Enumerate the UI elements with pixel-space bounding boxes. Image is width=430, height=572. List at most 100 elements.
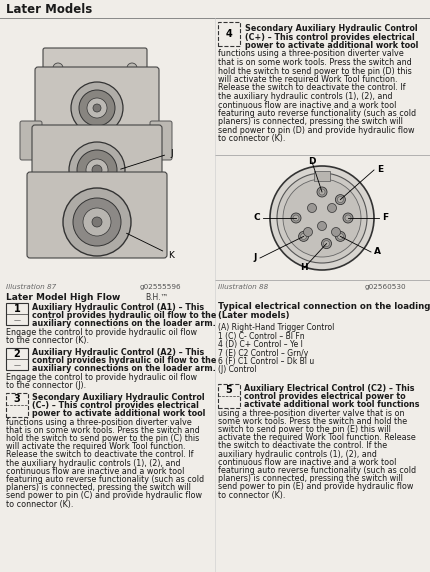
Circle shape — [77, 150, 117, 190]
Circle shape — [303, 228, 312, 236]
Text: Engage the control to provide hydraulic oil flow: Engage the control to provide hydraulic … — [6, 372, 197, 382]
FancyBboxPatch shape — [32, 125, 162, 203]
Text: featuring auto reverse functionality (such as cold: featuring auto reverse functionality (su… — [218, 109, 415, 118]
Circle shape — [127, 63, 137, 73]
Circle shape — [53, 63, 63, 73]
Text: functions using a three-position diverter valve: functions using a three-position diverte… — [6, 418, 191, 427]
Text: auxiliary hydraulic controls (1), (2), and: auxiliary hydraulic controls (1), (2), a… — [218, 450, 376, 459]
Text: Auxiliary Hydraulic Control (A2) – This: Auxiliary Hydraulic Control (A2) – This — [32, 348, 204, 357]
Text: J: J — [120, 149, 172, 169]
Circle shape — [269, 166, 373, 270]
Text: E: E — [376, 165, 382, 174]
Text: B.H.™: B.H.™ — [144, 293, 168, 302]
Text: planers) is connected, pressing the switch will: planers) is connected, pressing the swit… — [6, 483, 190, 492]
Text: to the connector (J).: to the connector (J). — [6, 381, 86, 390]
Text: to connector (K).: to connector (K). — [218, 491, 285, 499]
Circle shape — [79, 90, 115, 126]
Text: hold the switch to send power to the pin (D) this: hold the switch to send power to the pin… — [218, 66, 411, 76]
Bar — [313, 171, 329, 181]
Text: power to activate additional work tool: power to activate additional work tool — [244, 41, 418, 50]
Text: Release the switch to deactivate the control. If: Release the switch to deactivate the con… — [6, 450, 193, 459]
Circle shape — [93, 104, 101, 112]
Circle shape — [283, 179, 360, 257]
Circle shape — [342, 213, 352, 223]
Text: featuring auto reverse functionality (such as cold: featuring auto reverse functionality (su… — [6, 475, 204, 484]
Text: Later Models: Later Models — [6, 3, 92, 16]
Bar — [218, 22, 240, 46]
FancyBboxPatch shape — [43, 48, 147, 87]
Text: send power to pin (C) and provide hydraulic flow: send power to pin (C) and provide hydrau… — [6, 491, 202, 500]
Circle shape — [86, 159, 108, 181]
Text: g02555596: g02555596 — [140, 284, 181, 290]
Text: (A) Right-Hand Trigger Control: (A) Right-Hand Trigger Control — [218, 323, 334, 332]
Bar — [6, 348, 28, 370]
Text: g02560530: g02560530 — [364, 284, 405, 290]
Text: —: — — [13, 362, 21, 368]
Circle shape — [317, 221, 326, 231]
Text: to connector (K).: to connector (K). — [218, 134, 285, 144]
FancyBboxPatch shape — [27, 172, 166, 258]
Circle shape — [290, 213, 300, 223]
Text: that is on some work tools. Press the switch and: that is on some work tools. Press the sw… — [6, 426, 199, 435]
Text: switch to send power to the pin (E) this will: switch to send power to the pin (E) this… — [218, 425, 390, 434]
Circle shape — [337, 233, 343, 240]
Circle shape — [69, 142, 125, 198]
Text: J: J — [253, 253, 256, 263]
Text: continuous flow are inactive and a work tool: continuous flow are inactive and a work … — [6, 467, 184, 476]
Circle shape — [335, 232, 344, 241]
Text: send power to pin (E) and provide hydraulic flow: send power to pin (E) and provide hydrau… — [218, 482, 412, 491]
Text: continuous flow are inactive and a work tool: continuous flow are inactive and a work … — [218, 101, 396, 109]
Text: will activate the required Work Tool function.: will activate the required Work Tool fun… — [6, 442, 185, 451]
Circle shape — [63, 188, 131, 256]
Text: 2: 2 — [14, 349, 20, 359]
Text: Illustration 87: Illustration 87 — [6, 284, 56, 290]
Text: will activate the required Work Tool function.: will activate the required Work Tool fun… — [218, 75, 396, 84]
Text: Illustration 88: Illustration 88 — [218, 284, 267, 290]
Text: A: A — [373, 248, 380, 256]
Text: 6 (F) C1 Control – Dk Bl u: 6 (F) C1 Control – Dk Bl u — [218, 357, 313, 366]
Circle shape — [92, 217, 102, 227]
Text: Typical electrical connection on the loading arm: Typical electrical connection on the loa… — [218, 302, 430, 311]
Circle shape — [331, 228, 340, 236]
Text: D: D — [307, 157, 315, 166]
Text: Later Model High Flow: Later Model High Flow — [6, 293, 120, 302]
Text: control provides hydraulic oil flow to the: control provides hydraulic oil flow to t… — [32, 356, 216, 365]
Text: to the connector (K).: to the connector (K). — [6, 336, 89, 345]
Circle shape — [300, 233, 306, 240]
Circle shape — [321, 239, 331, 249]
Text: (Later models): (Later models) — [218, 311, 289, 320]
Text: that is on some work tools. Press the switch and: that is on some work tools. Press the sw… — [218, 58, 411, 67]
Text: 5: 5 — [225, 385, 232, 395]
Text: activate additional work tool functions: activate additional work tool functions — [243, 400, 418, 410]
FancyBboxPatch shape — [35, 67, 159, 138]
Text: 4: 4 — [225, 29, 232, 39]
Text: auxiliary connections on the loader arm.: auxiliary connections on the loader arm. — [32, 364, 215, 374]
Text: Release the switch to deactivate the control. If: Release the switch to deactivate the con… — [218, 84, 405, 93]
Text: activate the required Work Tool function. Release: activate the required Work Tool function… — [218, 433, 415, 442]
Text: planers) is connected, pressing the switch will: planers) is connected, pressing the swit… — [218, 117, 402, 126]
Text: Secondary Auxiliary Hydraulic Control: Secondary Auxiliary Hydraulic Control — [32, 393, 204, 402]
Text: 7 (E) C2 Control – Grn/y: 7 (E) C2 Control – Grn/y — [218, 348, 307, 358]
Text: H: H — [299, 264, 307, 272]
Text: send power to pin (D) and provide hydraulic flow: send power to pin (D) and provide hydrau… — [218, 126, 414, 135]
Text: functions using a three-position diverter valve: functions using a three-position diverte… — [218, 50, 403, 58]
Circle shape — [327, 204, 336, 213]
Text: planers) is connected, pressing the switch will: planers) is connected, pressing the swit… — [218, 474, 402, 483]
Circle shape — [335, 194, 344, 205]
Text: C: C — [253, 213, 259, 223]
Text: to connector (K).: to connector (K). — [6, 499, 73, 509]
Text: the switch to deactivate the control. If the: the switch to deactivate the control. If… — [218, 442, 386, 450]
Text: —: — — [13, 317, 21, 323]
Circle shape — [73, 198, 121, 246]
Text: (C–) – This control provides electrical: (C–) – This control provides electrical — [32, 401, 198, 410]
Text: Secondary Auxiliary Hydraulic Control: Secondary Auxiliary Hydraulic Control — [244, 24, 417, 33]
Circle shape — [292, 215, 298, 221]
Text: some work tools. Press the switch and hold the: some work tools. Press the switch and ho… — [218, 417, 406, 426]
Bar — [6, 303, 28, 325]
Circle shape — [298, 232, 308, 241]
Text: using a three-position diverter valve that is on: using a three-position diverter valve th… — [218, 408, 404, 418]
Bar — [6, 393, 28, 417]
Text: auxiliary connections on the loader arm.: auxiliary connections on the loader arm. — [32, 319, 215, 328]
Circle shape — [337, 197, 343, 202]
Text: 3: 3 — [14, 394, 20, 404]
